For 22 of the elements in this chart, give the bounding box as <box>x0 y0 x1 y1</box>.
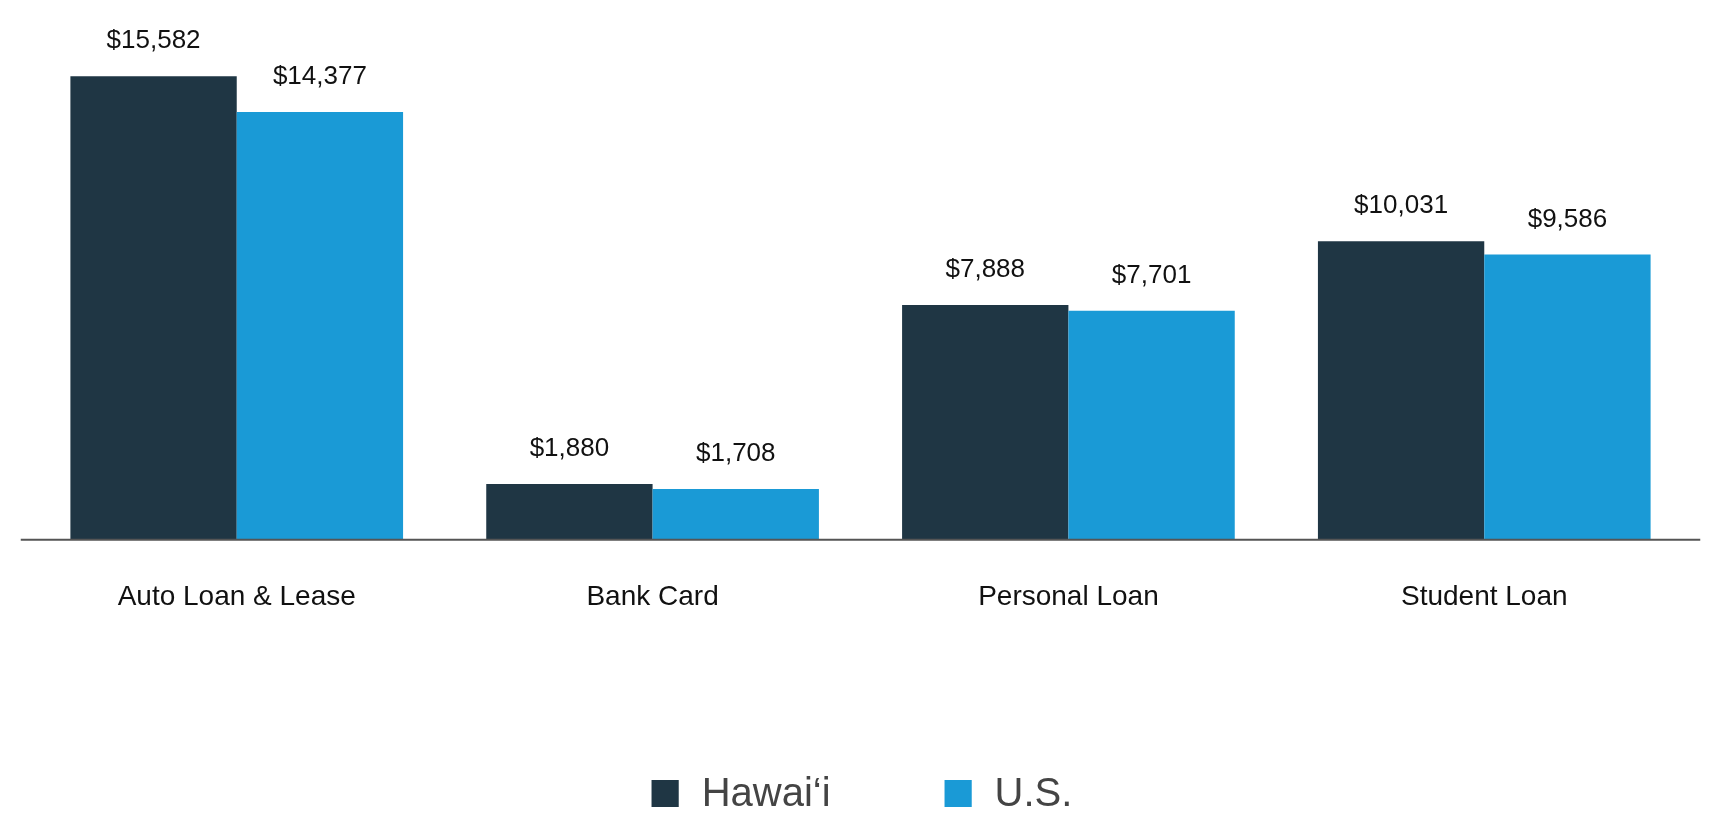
data-label: $1,708 <box>695 437 776 468</box>
data-label: $7,701 <box>1111 258 1192 289</box>
x-tick-label: Bank Card <box>586 579 719 611</box>
data-label: $9,586 <box>1527 202 1608 233</box>
x-tick-label: Student Loan <box>1400 579 1568 611</box>
bar <box>486 483 653 540</box>
bar <box>1068 310 1235 540</box>
data-label: $10,031 <box>1354 189 1449 220</box>
bar <box>902 305 1069 540</box>
bar <box>236 112 404 540</box>
bar <box>1317 241 1485 540</box>
data-label: $15,582 <box>106 24 201 55</box>
x-tick-label: Auto Loan & Lease <box>117 579 356 611</box>
x-tick-label: Personal Loan <box>978 579 1159 611</box>
bar <box>70 76 237 540</box>
data-label: $7,888 <box>945 253 1026 284</box>
data-label: $14,377 <box>272 60 367 91</box>
data-label: $1,880 <box>529 431 610 462</box>
bar <box>652 489 819 540</box>
legend-label: U.S. <box>994 770 1073 815</box>
legend-label: Hawai‘i <box>701 770 831 815</box>
bar <box>1484 254 1651 540</box>
